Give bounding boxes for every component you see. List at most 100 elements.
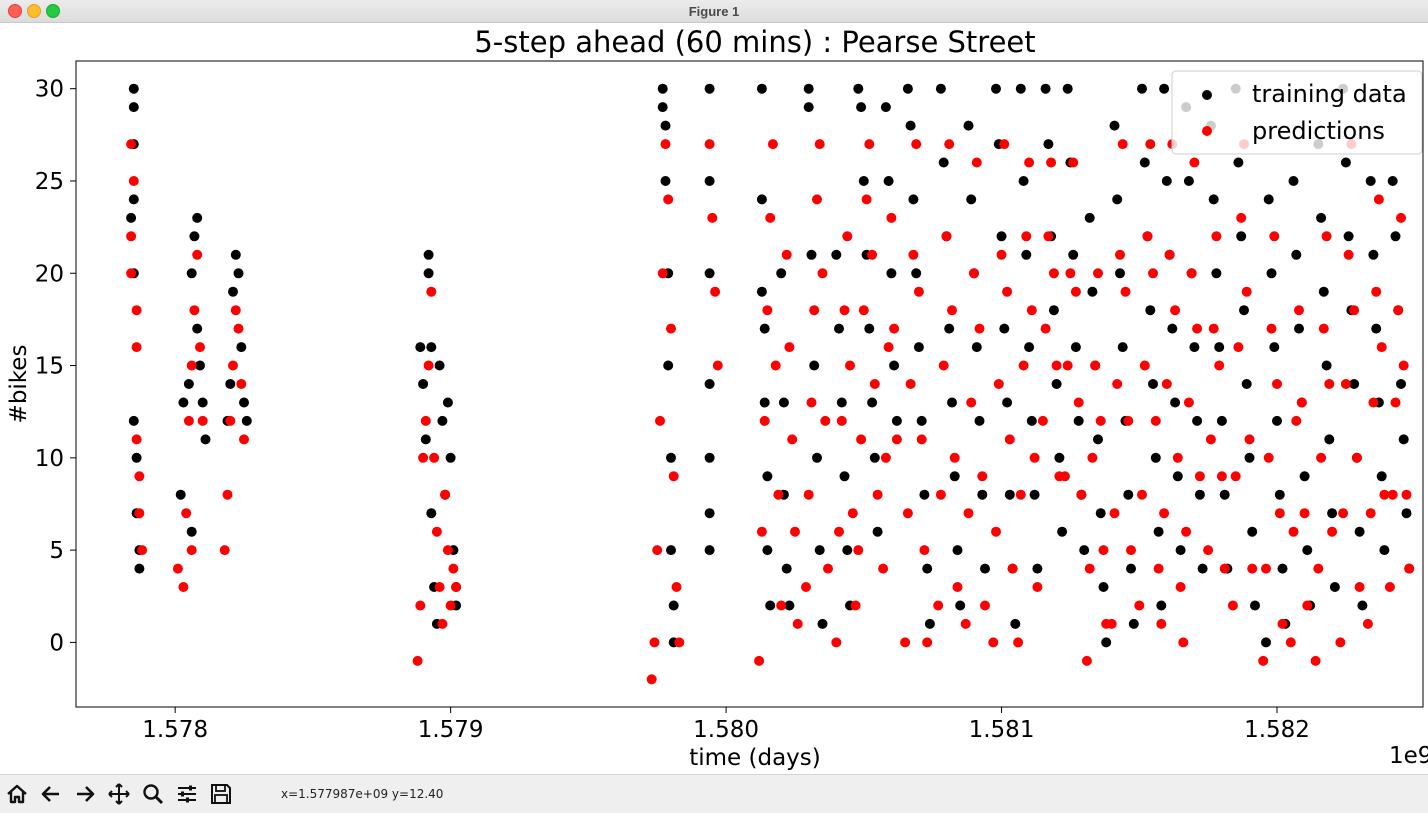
prediction-point bbox=[880, 452, 891, 463]
prediction-point bbox=[867, 249, 878, 260]
training-point bbox=[1214, 342, 1225, 353]
prediction-point bbox=[1018, 360, 1029, 371]
training-point bbox=[1316, 212, 1327, 223]
back-button[interactable] bbox=[36, 779, 66, 809]
training-point bbox=[872, 526, 883, 537]
prediction-point bbox=[856, 434, 867, 445]
prediction-point bbox=[710, 286, 721, 297]
prediction-point bbox=[809, 305, 820, 316]
training-point bbox=[657, 102, 668, 113]
training-point bbox=[1148, 379, 1158, 389]
training-point bbox=[977, 489, 988, 500]
legend[interactable]: training data predictions bbox=[1171, 70, 1423, 155]
training-point bbox=[1004, 489, 1015, 500]
prediction-point bbox=[1002, 286, 1013, 297]
training-point bbox=[128, 194, 139, 205]
training-point bbox=[1250, 600, 1260, 611]
training-point bbox=[817, 618, 828, 629]
prediction-point bbox=[853, 545, 864, 556]
forward-button[interactable] bbox=[70, 779, 100, 809]
training-point bbox=[1161, 176, 1172, 186]
training-point bbox=[784, 600, 795, 611]
y-tick-label: 0 bbox=[49, 630, 64, 656]
training-point bbox=[1277, 563, 1288, 574]
training-point bbox=[1216, 415, 1227, 426]
training-point bbox=[1266, 268, 1277, 279]
training-point bbox=[704, 83, 715, 94]
prediction-point bbox=[1150, 415, 1161, 426]
prediction-point bbox=[1324, 379, 1335, 389]
prediction-point bbox=[222, 489, 233, 500]
prediction-point bbox=[219, 545, 230, 556]
training-point bbox=[806, 249, 817, 260]
prediction-point bbox=[814, 139, 825, 150]
scatter-chart[interactable]: 1.578 1.579 1.580 1.581 1.582 0 5 10 15 20 25 30 5-… bbox=[0, 22, 1428, 774]
training-point bbox=[186, 268, 197, 279]
home-button[interactable] bbox=[2, 779, 32, 809]
training-point bbox=[938, 157, 949, 168]
training-point bbox=[974, 415, 985, 426]
prediction-point bbox=[759, 415, 770, 426]
training-point bbox=[856, 102, 867, 113]
zoom-button[interactable] bbox=[138, 779, 168, 809]
y-tick-label: 30 bbox=[35, 77, 64, 103]
training-point bbox=[704, 379, 715, 389]
prediction-point bbox=[197, 415, 208, 426]
prediction-point bbox=[1062, 360, 1073, 371]
prediction-point bbox=[134, 508, 145, 519]
prediction-point bbox=[836, 415, 847, 426]
prediction-point bbox=[869, 379, 880, 389]
prediction-point bbox=[128, 176, 139, 186]
training-point bbox=[189, 231, 200, 242]
prediction-point bbox=[1288, 526, 1299, 537]
sliders-icon bbox=[178, 785, 196, 803]
save-button[interactable] bbox=[206, 779, 236, 809]
prediction-point bbox=[938, 360, 949, 371]
training-point bbox=[1354, 526, 1365, 537]
legend-predictions-label: predictions bbox=[1252, 117, 1385, 145]
training-point bbox=[423, 268, 434, 279]
prediction-point bbox=[1296, 397, 1307, 408]
prediction-point bbox=[423, 360, 434, 371]
prediction-point bbox=[1037, 415, 1048, 426]
training-point bbox=[1139, 157, 1150, 168]
training-point bbox=[1239, 305, 1249, 316]
training-point bbox=[1244, 452, 1255, 463]
prediction-point bbox=[412, 655, 423, 666]
training-point bbox=[197, 397, 208, 408]
prediction-point bbox=[900, 637, 911, 648]
prediction-point bbox=[1318, 323, 1329, 334]
minimize-window-button[interactable] bbox=[27, 4, 41, 18]
configure-subplots-button[interactable] bbox=[172, 779, 202, 809]
close-window-button[interactable] bbox=[8, 4, 22, 18]
training-point bbox=[426, 342, 437, 353]
prediction-point bbox=[655, 415, 665, 426]
prediction-point bbox=[239, 434, 249, 445]
training-point bbox=[660, 176, 671, 186]
x-tick-label: 1.582 bbox=[1244, 717, 1310, 743]
training-point bbox=[1032, 563, 1043, 574]
training-point bbox=[225, 379, 236, 389]
training-point bbox=[1274, 489, 1285, 500]
pan-button[interactable] bbox=[104, 779, 134, 809]
training-point bbox=[128, 83, 139, 94]
training-point bbox=[1299, 471, 1310, 482]
prediction-point bbox=[913, 286, 924, 297]
y-tick-label: 25 bbox=[35, 169, 64, 195]
training-point bbox=[666, 545, 676, 556]
forward-arrow-icon bbox=[77, 786, 95, 802]
prediction-point bbox=[1216, 471, 1227, 482]
prediction-point bbox=[1393, 305, 1404, 316]
training-point bbox=[1010, 618, 1021, 629]
training-point bbox=[1343, 231, 1354, 242]
training-point bbox=[1401, 508, 1412, 519]
prediction-point bbox=[878, 563, 889, 574]
prediction-point bbox=[781, 249, 792, 260]
plot-area[interactable] bbox=[75, 60, 1424, 708]
prediction-point bbox=[1316, 452, 1327, 463]
prediction-point bbox=[420, 415, 431, 426]
prediction-point bbox=[776, 600, 787, 611]
prediction-point bbox=[864, 139, 875, 150]
zoom-window-button[interactable] bbox=[46, 4, 60, 18]
prediction-point bbox=[131, 342, 142, 353]
